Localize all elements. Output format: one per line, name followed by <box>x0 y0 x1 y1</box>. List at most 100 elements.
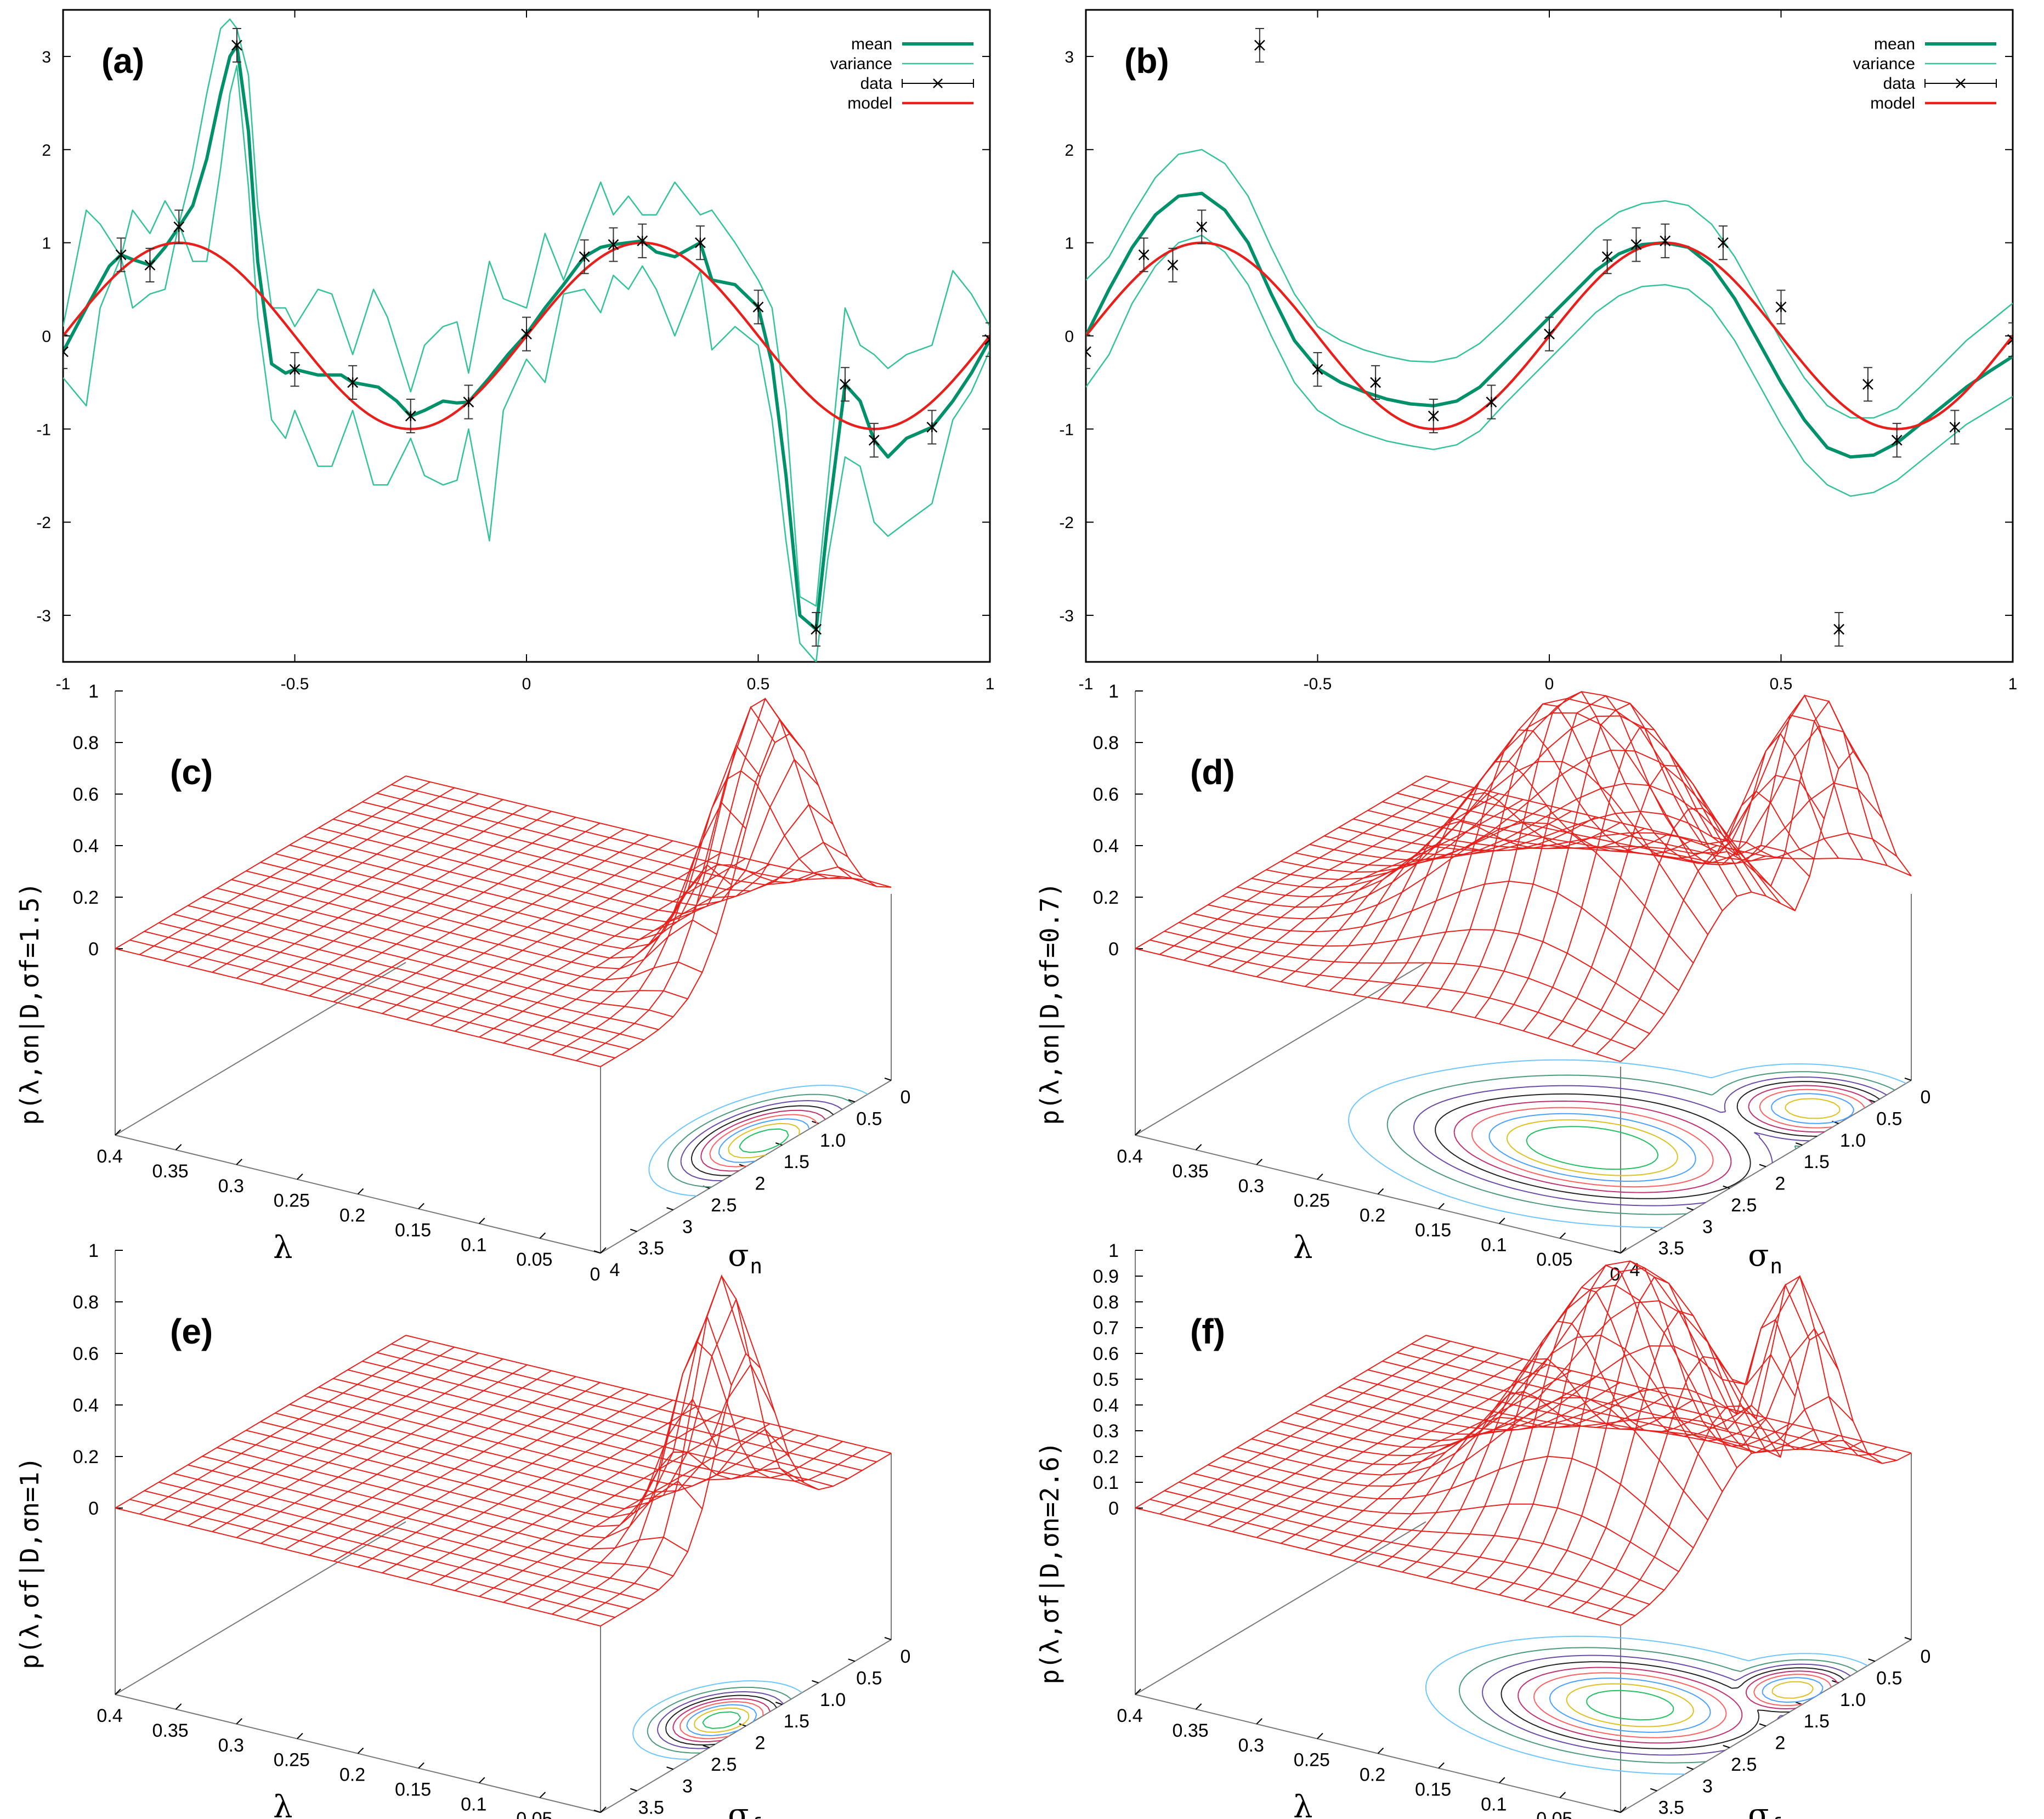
z-tick-label: 0 <box>88 939 99 960</box>
z-tick-label: 0.2 <box>73 887 99 908</box>
x-tick-label: -1 <box>1079 675 1094 693</box>
data-marker <box>1086 346 1091 353</box>
x-tick-label: -0.5 <box>281 675 309 693</box>
mesh-line <box>173 914 659 1030</box>
plot-area <box>63 18 990 662</box>
data-point <box>1138 237 1150 273</box>
sigma-tick-mark <box>630 1228 637 1232</box>
x-tick-label: 0.5 <box>747 675 770 693</box>
legend-label: mean <box>1874 35 1915 53</box>
sigma-tick-label: 0.5 <box>856 1668 882 1688</box>
y-tick-label: 1 <box>1065 235 1074 253</box>
data-point <box>521 316 532 352</box>
sigma-tick-label: 2 <box>1775 1733 1786 1754</box>
z-axis-label: p(λ,σn|D,σf=1.5) <box>15 882 45 1125</box>
y-tick-label: 0 <box>1065 328 1074 346</box>
mean-line <box>63 43 990 631</box>
sigma-tick-mark <box>666 1207 673 1211</box>
sigma-tick-mark <box>1759 1723 1766 1727</box>
z-tick-label: 0.1 <box>1093 1472 1119 1493</box>
mesh-line <box>1382 725 1869 865</box>
z-tick-label: 0.6 <box>1093 1344 1119 1364</box>
lambda-tick-label: 0.4 <box>97 1146 122 1167</box>
base-edge <box>115 962 406 1136</box>
mesh-line <box>1596 700 1888 1055</box>
sigma-tick-mark <box>666 1766 673 1770</box>
mesh-line <box>115 1508 601 1627</box>
mesh-line <box>202 896 688 1000</box>
data-point <box>1949 410 1961 445</box>
contour-line <box>700 1109 826 1172</box>
z-tick-label: 1 <box>88 681 99 702</box>
lambda-tick-mark <box>600 1247 607 1254</box>
lambda-tick-label: 0.2 <box>1360 1765 1385 1786</box>
contour-line <box>657 1691 784 1749</box>
lambda-tick-label: 0.05 <box>516 1809 552 1819</box>
lambda-tick-label: 0.25 <box>1294 1750 1330 1771</box>
contour-line <box>690 1105 834 1176</box>
y-tick-label: -1 <box>1059 421 1074 439</box>
data-point <box>1254 27 1265 63</box>
surface-mesh <box>115 697 892 1067</box>
mesh-line <box>144 1490 630 1610</box>
panel-tag: (d) <box>1190 752 1235 792</box>
contour-line <box>665 1695 777 1746</box>
z-tick-label: 0.4 <box>73 836 99 857</box>
sigma-axis-subscript: n <box>750 1254 762 1278</box>
sigma-tick-label: 2 <box>755 1174 766 1194</box>
data-point <box>1833 611 1845 647</box>
lambda-tick-label: 0.25 <box>274 1750 310 1771</box>
contour-line <box>1488 1093 1854 1182</box>
lambda-tick-mark <box>418 1762 424 1769</box>
mesh-line <box>304 697 790 923</box>
mesh-line <box>1280 1267 1766 1451</box>
contour-line <box>648 1085 868 1197</box>
mesh-line <box>246 1314 732 1518</box>
contour-line <box>1533 1672 1832 1738</box>
mesh-line <box>1324 811 1810 877</box>
mesh-line <box>1367 694 1854 865</box>
z-tick-label: 0.3 <box>1093 1421 1119 1442</box>
mesh-line <box>115 948 601 1067</box>
data-point <box>347 365 359 400</box>
legend-label: model <box>1870 94 1915 112</box>
mesh-line <box>600 733 892 1067</box>
data-point <box>1775 290 1787 325</box>
mesh-line <box>1280 715 1766 897</box>
panel-a-line-chart: -1 -0.5 0 0.5 1 3 2 1 0 -1 -2 -3 mean variance datamod… <box>36 9 994 693</box>
sigma-tick-label: 3.5 <box>638 1238 664 1259</box>
data-point <box>1486 384 1497 420</box>
sigma-tick-label: 1.5 <box>1804 1711 1830 1732</box>
mesh-line <box>318 718 805 915</box>
lambda-tick-mark <box>236 1159 242 1165</box>
mesh-line <box>1396 782 1883 864</box>
mesh-line <box>1353 1328 1839 1448</box>
y-tick-label: -3 <box>1059 607 1074 625</box>
lambda-tick-mark <box>539 1792 546 1798</box>
sigma-tick-label: 3.5 <box>638 1798 664 1818</box>
sigma-tick-mark <box>593 1250 601 1254</box>
lambda-tick-label: 0.4 <box>97 1705 122 1726</box>
sigma-tick-mark <box>884 1078 892 1081</box>
contour-line <box>1435 1081 1880 1199</box>
z-tick-label: 1 <box>88 1240 99 1261</box>
sigma-axis-subscript: f <box>750 1814 762 1819</box>
sigma-tick-label: 3 <box>1702 1776 1713 1797</box>
lambda-tick-label: 0.4 <box>1117 1705 1142 1726</box>
z-tick-label: 0.4 <box>1093 1395 1119 1416</box>
data-point <box>144 247 156 282</box>
lambda-tick-mark <box>1499 1777 1505 1783</box>
contour-set <box>632 1680 803 1760</box>
z-tick-label: 0 <box>1108 939 1119 960</box>
mesh-line <box>405 775 892 888</box>
panel-tag: (e) <box>170 1312 213 1351</box>
base-box <box>1135 1250 1912 1813</box>
mesh-line <box>289 1363 775 1493</box>
data-marker <box>2007 334 2013 341</box>
surface-mesh <box>115 1274 892 1627</box>
sigma-tick-mark <box>630 1788 637 1792</box>
data-point <box>231 27 242 63</box>
mesh-line <box>217 887 703 981</box>
base-box <box>115 691 892 1254</box>
